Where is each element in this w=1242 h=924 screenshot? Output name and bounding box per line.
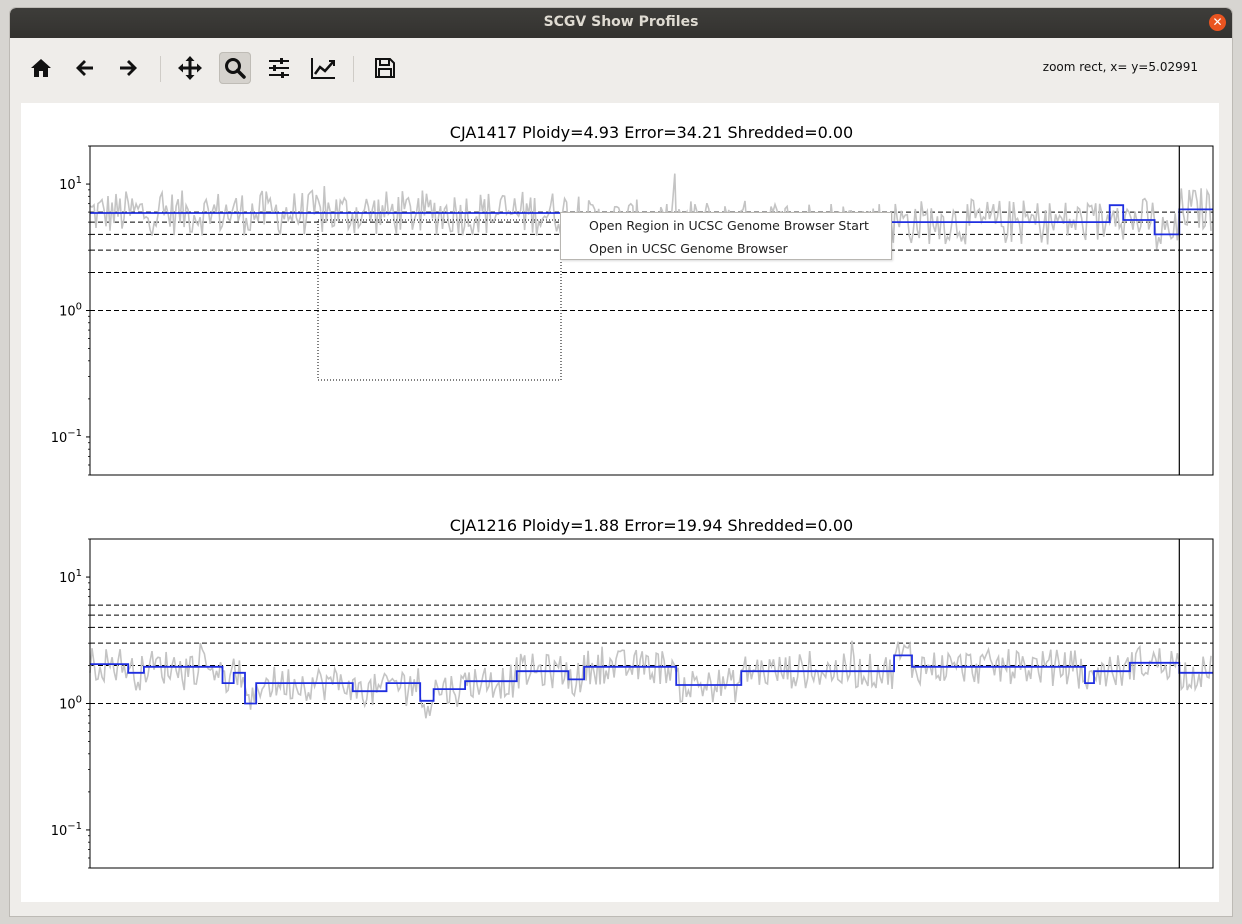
title-bar: SCGV Show Profiles ✕: [10, 8, 1232, 38]
y-tick-label: 100: [59, 695, 82, 713]
y-tick-label: 10−1: [51, 821, 82, 839]
status-readout: zoom rect, x= y=5.02991: [1042, 60, 1198, 74]
forward-button[interactable]: [112, 52, 144, 84]
menu-item-open-ucsc[interactable]: Open in UCSC Genome Browser: [589, 241, 788, 256]
forward-arrow-icon: [120, 60, 137, 76]
raw-copy-number-trace: [89, 640, 1212, 719]
context-menu: Open Region in UCSC Genome Browser Start…: [560, 212, 892, 260]
back-arrow-icon: [76, 60, 93, 76]
y-tick-label: 101: [59, 568, 82, 586]
segmented-copy-number-line: [90, 654, 1213, 705]
y-tick-label: 10−1: [51, 428, 82, 446]
save-icon: [375, 58, 395, 78]
edit-axes-button[interactable]: [307, 52, 339, 84]
profile-plot[interactable]: CJA1216 Ploidy=1.88 Error=19.94 Shredded…: [51, 516, 1214, 869]
toolbar-separator: [160, 56, 161, 82]
save-button[interactable]: [369, 52, 401, 84]
toolbar-separator: [353, 56, 354, 82]
configure-subplots-button[interactable]: [263, 52, 295, 84]
pan-icon: [178, 56, 202, 80]
subplots-icon: [269, 58, 289, 78]
pan-button[interactable]: [174, 52, 206, 84]
plot-title: CJA1216 Ploidy=1.88 Error=19.94 Shredded…: [450, 516, 853, 535]
zoom-button[interactable]: [219, 52, 251, 84]
y-tick-label: 101: [59, 175, 82, 193]
window-title: SCGV Show Profiles: [543, 14, 699, 30]
plot-title: CJA1417 Ploidy=4.93 Error=34.21 Shredded…: [450, 123, 853, 142]
axes-icon: [311, 58, 335, 79]
back-button[interactable]: [69, 52, 101, 84]
zoom-icon: [225, 58, 246, 79]
close-button[interactable]: ✕: [1209, 14, 1226, 31]
home-icon: [31, 59, 51, 77]
toolbar: zoom rect, x= y=5.02991: [10, 52, 1232, 94]
y-tick-label: 100: [59, 302, 82, 320]
home-button[interactable]: [25, 52, 57, 84]
profile-plot[interactable]: CJA1417 Ploidy=4.93 Error=34.21 Shredded…: [51, 123, 1214, 476]
close-icon: ✕: [1212, 15, 1223, 29]
menu-item-open-region-ucsc-start[interactable]: Open Region in UCSC Genome Browser Start: [589, 218, 869, 233]
app-window: SCGV Show Profiles ✕ zoom rect, x= y=5.: [10, 8, 1232, 916]
zoom-selection-rectangle: [317, 219, 562, 381]
